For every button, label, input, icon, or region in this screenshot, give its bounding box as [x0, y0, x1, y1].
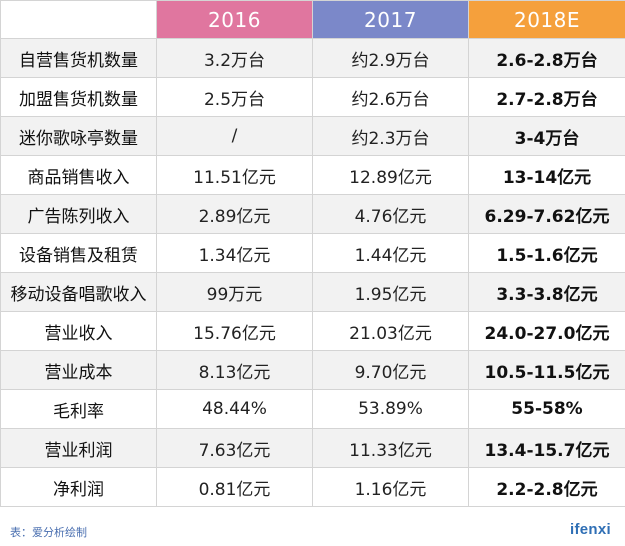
- table-row: 设备销售及租赁 1.34亿元 1.44亿元 1.5-1.6亿元: [0, 233, 625, 273]
- value-2018e-cell: 13.4-15.7亿元: [468, 428, 625, 468]
- table-row: 毛利率 48.44% 53.89% 55-58%: [0, 389, 625, 429]
- table-row: 自营售货机数量 3.2万台 约2.9万台 2.6-2.8万台: [0, 38, 625, 78]
- brand-logo: ifenxi: [570, 521, 611, 538]
- value-2018e-cell: 2.6-2.8万台: [468, 38, 625, 78]
- value-2016-cell: 11.51亿元: [156, 155, 313, 195]
- value-2018e-cell: 55-58%: [468, 389, 625, 429]
- value-2017-cell: 约2.3万台: [312, 116, 469, 156]
- value-2017-cell: 11.33亿元: [312, 428, 469, 468]
- value-2017-cell: 4.76亿元: [312, 194, 469, 234]
- value-2017-cell: 约2.6万台: [312, 77, 469, 117]
- value-2016-cell: 48.44%: [156, 389, 313, 429]
- value-2016-cell: 2.89亿元: [156, 194, 313, 234]
- table-row: 广告陈列收入 2.89亿元 4.76亿元 6.29-7.62亿元: [0, 194, 625, 234]
- row-label-cell: 营业利润: [0, 428, 157, 468]
- data-table: 2016 2017 2018E 自营售货机数量 3.2万台 约2.9万台 2.6-2.…: [0, 0, 625, 507]
- value-2018e-cell: 2.7-2.8万台: [468, 77, 625, 117]
- value-2016-cell: 99万元: [156, 272, 313, 312]
- value-2016-cell: 8.13亿元: [156, 350, 313, 390]
- row-label-cell: 加盟售货机数量: [0, 77, 157, 117]
- row-label-cell: 迷你歌咏亭数量: [0, 116, 157, 156]
- value-2016-cell: 0.81亿元: [156, 467, 313, 507]
- table-row: 迷你歌咏亭数量 / 约2.3万台 3-4万台: [0, 116, 625, 156]
- row-label-cell: 移动设备唱歌收入: [0, 272, 157, 312]
- value-2018e-cell: 3-4万台: [468, 116, 625, 156]
- column-header-2016: 2016: [156, 0, 313, 39]
- value-2018e-cell: 13-14亿元: [468, 155, 625, 195]
- row-label-cell: 设备销售及租赁: [0, 233, 157, 273]
- source-note: 表：爱分析绘制: [10, 526, 87, 539]
- header-row: 2016 2017 2018E: [0, 0, 625, 39]
- row-label-cell: 营业成本: [0, 350, 157, 390]
- value-2017-cell: 1.95亿元: [312, 272, 469, 312]
- column-header-2017: 2017: [312, 0, 469, 39]
- table-row: 加盟售货机数量 2.5万台 约2.6万台 2.7-2.8万台: [0, 77, 625, 117]
- value-2017-cell: 12.89亿元: [312, 155, 469, 195]
- table-row: 净利润 0.81亿元 1.16亿元 2.2-2.8亿元: [0, 467, 625, 507]
- row-label-cell: 净利润: [0, 467, 157, 507]
- table-row: 移动设备唱歌收入 99万元 1.95亿元 3.3-3.8亿元: [0, 272, 625, 312]
- value-2016-cell: 15.76亿元: [156, 311, 313, 351]
- row-label-cell: 毛利率: [0, 389, 157, 429]
- value-2017-cell: 约2.9万台: [312, 38, 469, 78]
- table-row: 营业成本 8.13亿元 9.70亿元 10.5-11.5亿元: [0, 350, 625, 390]
- value-2016-cell: /: [156, 116, 313, 156]
- row-label-cell: 广告陈列收入: [0, 194, 157, 234]
- value-2016-cell: 3.2万台: [156, 38, 313, 78]
- row-label-cell: 商品销售收入: [0, 155, 157, 195]
- value-2018e-cell: 1.5-1.6亿元: [468, 233, 625, 273]
- value-2016-cell: 1.34亿元: [156, 233, 313, 273]
- footer: 表：爱分析绘制 ifenxi: [0, 518, 625, 546]
- row-label-cell: 自营售货机数量: [0, 38, 157, 78]
- value-2018e-cell: 24.0-27.0亿元: [468, 311, 625, 351]
- value-2017-cell: 1.16亿元: [312, 467, 469, 507]
- row-label-cell: 营业收入: [0, 311, 157, 351]
- value-2018e-cell: 10.5-11.5亿元: [468, 350, 625, 390]
- value-2017-cell: 21.03亿元: [312, 311, 469, 351]
- column-header-2018e: 2018E: [468, 0, 625, 39]
- value-2018e-cell: 2.2-2.8亿元: [468, 467, 625, 507]
- value-2017-cell: 53.89%: [312, 389, 469, 429]
- table-body: 自营售货机数量 3.2万台 约2.9万台 2.6-2.8万台 加盟售货机数量 2.5万台约…: [0, 38, 625, 507]
- table-row: 商品销售收入 11.51亿元 12.89亿元 13-14亿元: [0, 155, 625, 195]
- value-2016-cell: 2.5万台: [156, 77, 313, 117]
- table-row: 营业利润 7.63亿元 11.33亿元 13.4-15.7亿元: [0, 428, 625, 468]
- value-2016-cell: 7.63亿元: [156, 428, 313, 468]
- value-2018e-cell: 3.3-3.8亿元: [468, 272, 625, 312]
- corner-header-cell: [0, 0, 157, 39]
- value-2017-cell: 1.44亿元: [312, 233, 469, 273]
- value-2018e-cell: 6.29-7.62亿元: [468, 194, 625, 234]
- table-row: 营业收入 15.76亿元 21.03亿元 24.0-27.0亿元: [0, 311, 625, 351]
- value-2017-cell: 9.70亿元: [312, 350, 469, 390]
